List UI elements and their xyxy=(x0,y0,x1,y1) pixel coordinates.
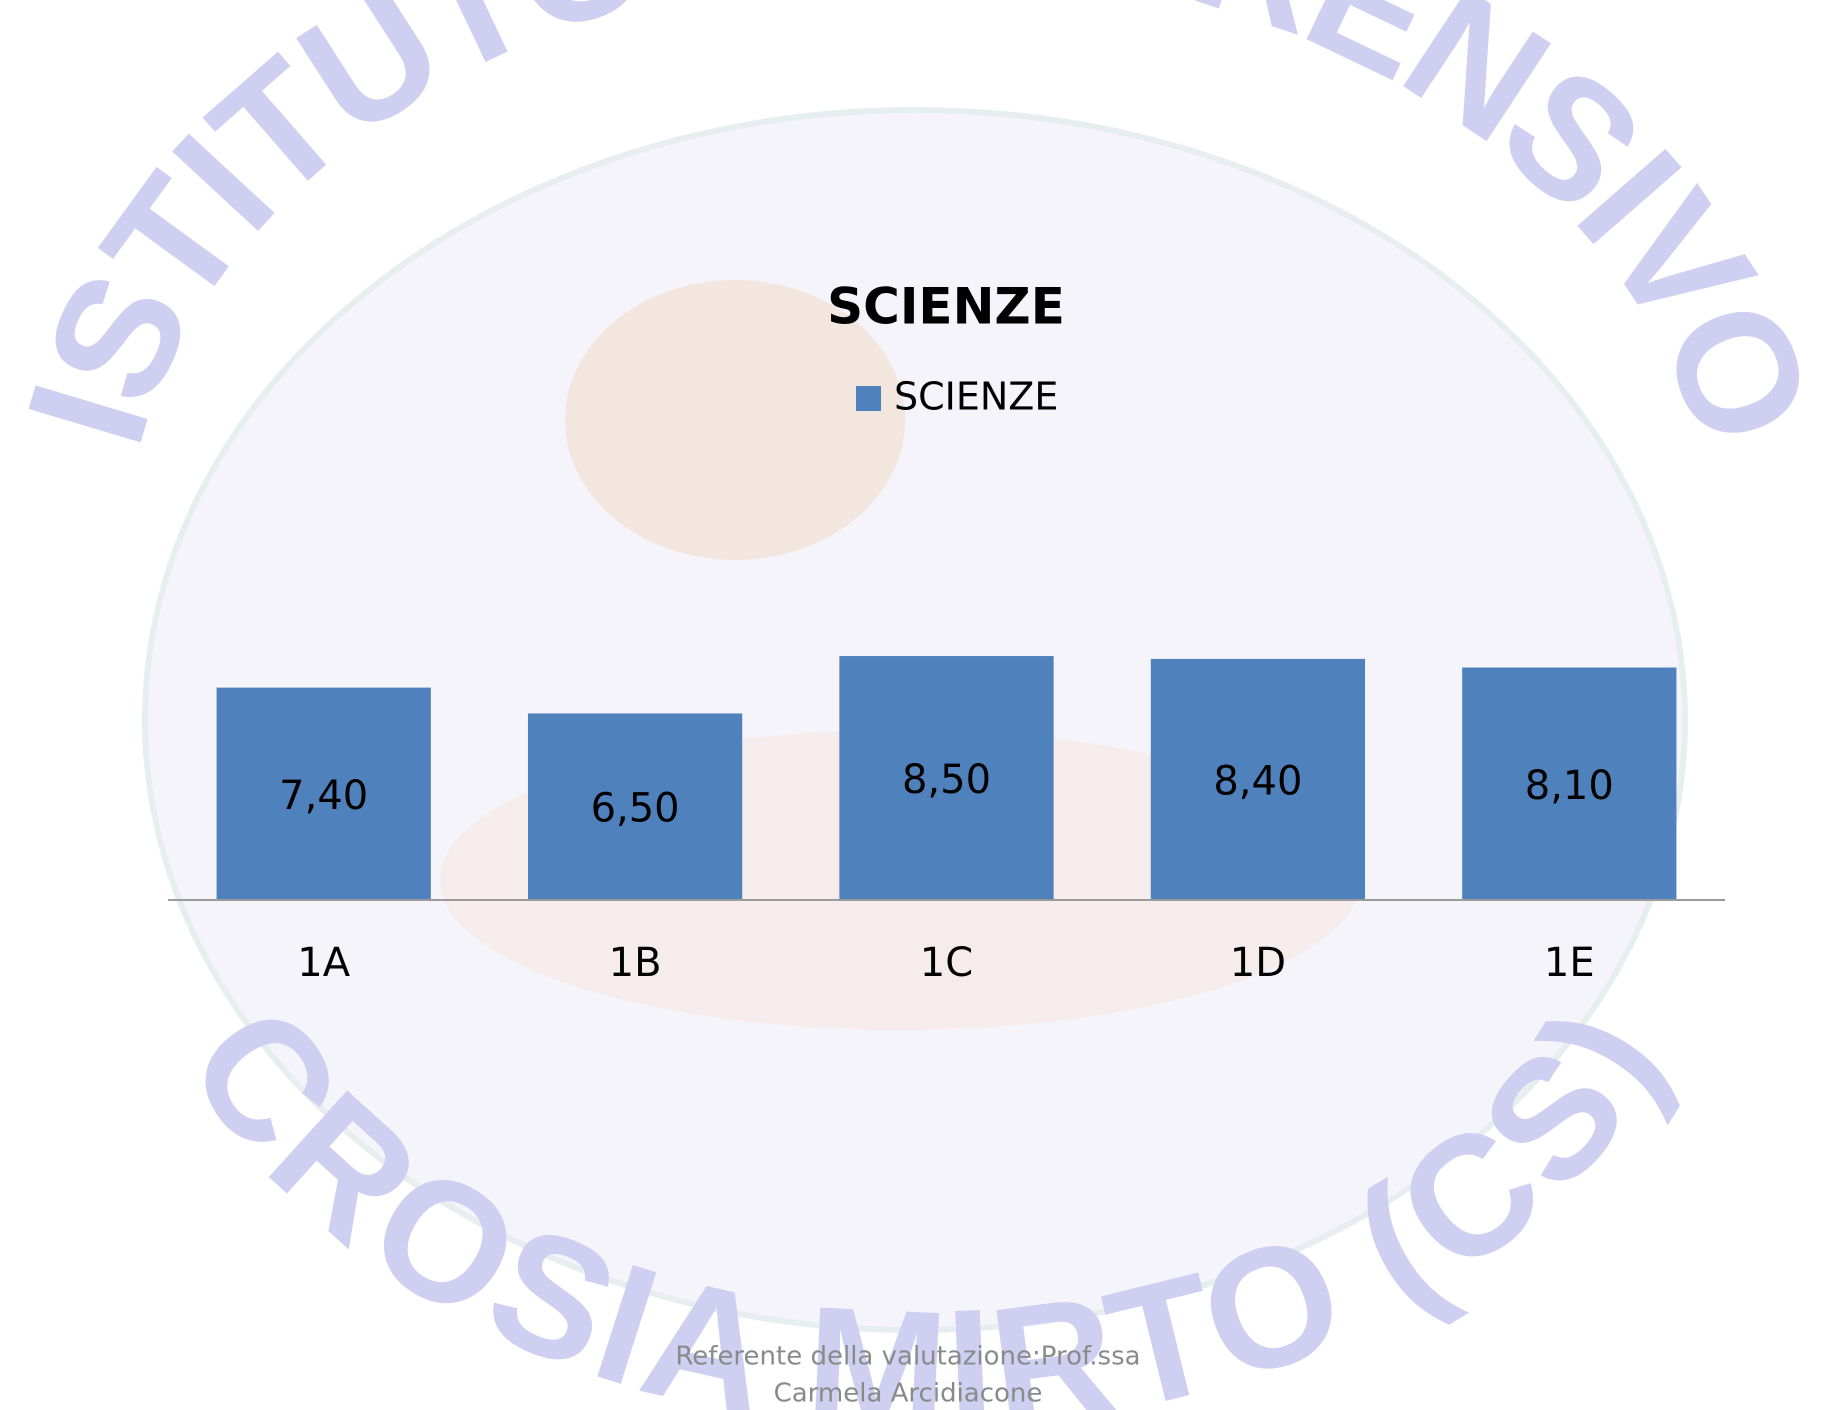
x-tick-label: 1A xyxy=(297,940,350,986)
value-label: 8,40 xyxy=(1213,758,1302,804)
value-label: 7,40 xyxy=(279,773,368,819)
footer-line: Carmela Arcidiacone xyxy=(774,1379,1043,1409)
logo-decoration xyxy=(565,280,905,560)
x-tick-label: 1E xyxy=(1544,940,1595,986)
value-label: 8,10 xyxy=(1525,763,1614,809)
bar xyxy=(1462,667,1677,900)
bar xyxy=(527,713,743,900)
x-tick-label: 1C xyxy=(920,940,973,986)
chart-title: SCIENZE xyxy=(827,278,1065,336)
footer-line: Referente della valutazione:Prof.ssa xyxy=(675,1342,1140,1372)
x-tick-label: 1B xyxy=(609,940,662,986)
legend-label: SCIENZE xyxy=(894,375,1058,419)
value-label: 8,50 xyxy=(902,757,991,803)
bar xyxy=(216,687,431,900)
bar xyxy=(1150,658,1366,900)
x-tick-label: 1D xyxy=(1230,940,1286,986)
legend-swatch xyxy=(856,386,881,411)
bar xyxy=(839,656,1054,900)
value-label: 6,50 xyxy=(591,786,680,832)
